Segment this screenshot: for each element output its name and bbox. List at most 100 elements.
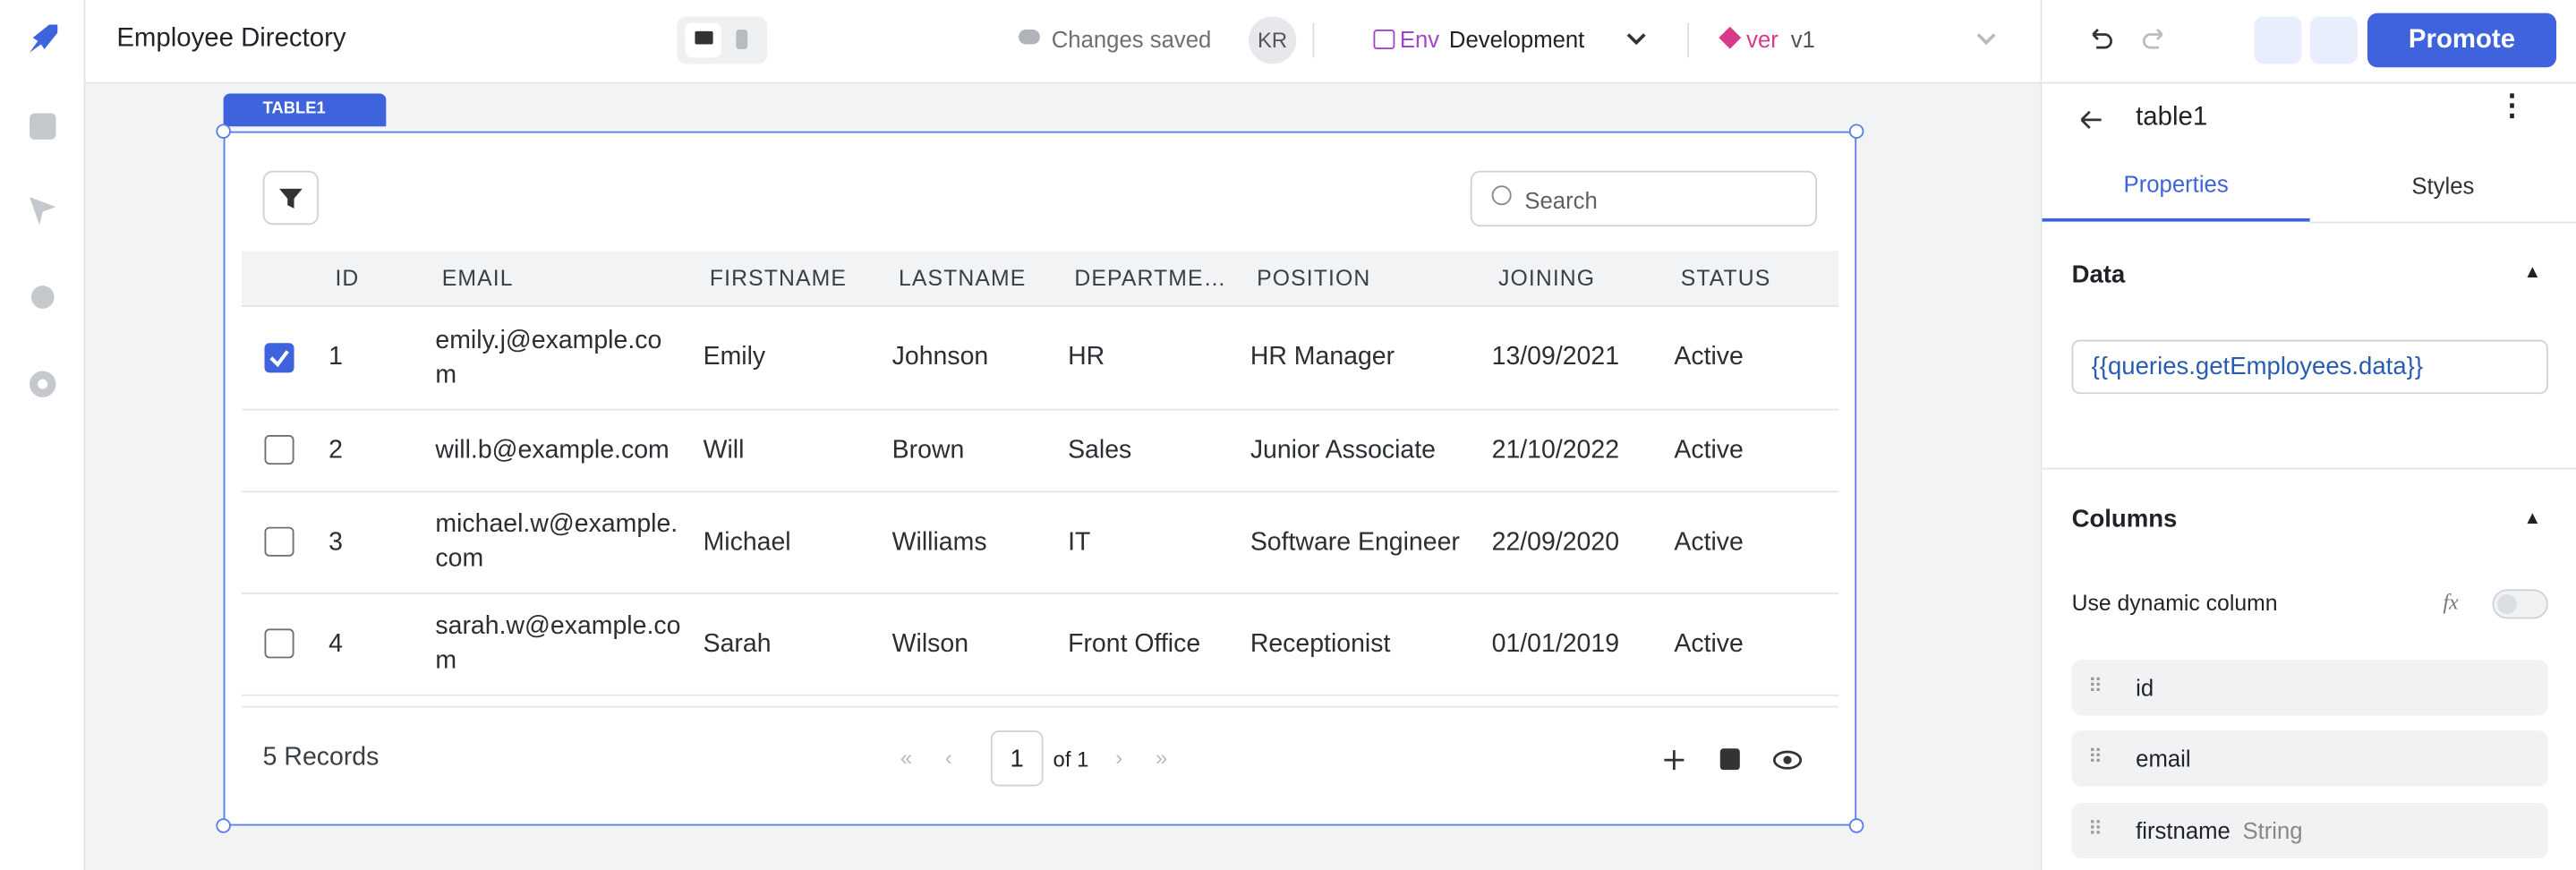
drag-handle: ⠿ [2087, 674, 2103, 698]
column-type: String [2242, 817, 2303, 844]
row-divider [241, 408, 1838, 411]
table-cell: Sales [1068, 409, 1233, 491]
undo-redo[interactable] [2086, 26, 2169, 52]
footer-divider [241, 705, 1838, 708]
page-input[interactable]: 1 [990, 730, 1044, 787]
table-cell: HR [1068, 305, 1233, 409]
check [269, 349, 289, 367]
table-cell: IT [1068, 490, 1233, 593]
ver-value[interactable]: v1 [1790, 26, 1815, 53]
column-name: firstname [2136, 817, 2231, 844]
records-count: 5 Records [262, 743, 380, 772]
table-cell: 4 [328, 593, 411, 695]
cell-text: Williams [891, 527, 987, 556]
back-button[interactable] [2078, 108, 2104, 132]
cell-text: Receptionist [1250, 629, 1391, 658]
section-title: Columns [2071, 505, 2178, 534]
table-cell: 13/09/2021 [1492, 305, 1657, 409]
collapse-icon[interactable]: ▲ [2523, 262, 2542, 283]
cell-text: Brown [891, 435, 965, 465]
row-divider [241, 694, 1838, 696]
cell-text: Michael [703, 527, 791, 556]
table-cell: Johnson [892, 305, 1057, 409]
share-button[interactable] [2254, 16, 2302, 64]
cell-text: 01/01/2019 [1491, 629, 1620, 658]
table-cell: emily.j@example.com [435, 305, 681, 409]
drag-handle: ⠿ [2087, 817, 2103, 841]
row-checkbox[interactable] [264, 342, 294, 372]
env-caret[interactable] [1625, 31, 1648, 47]
logo [30, 24, 58, 53]
cell-text: Active [1674, 629, 1744, 658]
table-cell: Active [1674, 593, 1821, 695]
cell-text: Active [1674, 527, 1744, 556]
table-cell: Michael [704, 490, 876, 593]
table-cell: HR Manager [1250, 305, 1480, 409]
widget-label[interactable]: TABLE1 [223, 93, 387, 127]
more-menu[interactable]: ⋮ [2496, 89, 2527, 122]
device-toggle[interactable] [677, 16, 768, 64]
table-cell: sarah.w@example.com [435, 593, 681, 695]
app-name: Employee Directory [116, 24, 346, 53]
cell-text: 1 [328, 343, 343, 371]
env-icon [1373, 30, 1395, 50]
cell-text: 4 [328, 629, 343, 658]
left-rail [0, 0, 86, 870]
column-item[interactable]: ⠿ firstname String [2071, 802, 2548, 859]
rail-icons[interactable] [28, 112, 57, 423]
resize-handles[interactable] [215, 124, 1866, 836]
column-name: email [2136, 745, 2191, 772]
table-cell: will.b@example.com [435, 409, 681, 491]
cell-text: Sales [1068, 435, 1132, 465]
table-cell: Active [1674, 409, 1821, 491]
ver-caret[interactable] [1975, 31, 1998, 47]
preview-button[interactable] [2309, 16, 2358, 64]
search-box[interactable]: Search [1470, 170, 1818, 227]
table-cell: 01/01/2019 [1492, 593, 1657, 695]
table-cell: Wilson [892, 593, 1057, 695]
cell-text: HR [1068, 343, 1105, 371]
row-checkbox[interactable] [264, 435, 294, 465]
divider [2042, 467, 2576, 470]
row-divider [241, 593, 1838, 594]
top-bar-right [2040, 0, 2576, 84]
panel-title: table1 [2136, 103, 2208, 132]
cell-text: IT [1068, 527, 1091, 556]
cloud-icon [1019, 30, 1040, 45]
divider [1687, 22, 1689, 58]
row-checkbox[interactable] [264, 526, 294, 557]
column-item[interactable]: ⠿ email [2071, 730, 2548, 787]
data-input[interactable]: {{queries.getEmployees.data}} [2071, 339, 2548, 395]
cell-text: Active [1674, 435, 1744, 465]
table-cell: michael.w@example.com [435, 490, 681, 593]
table-widget[interactable] [223, 131, 1857, 826]
promote-button[interactable]: Promote [2367, 13, 2557, 68]
fx-button[interactable]: fx [2443, 589, 2459, 614]
toggle[interactable] [2492, 589, 2548, 619]
filter-button[interactable] [262, 170, 320, 226]
tab[interactable]: Properties [2042, 151, 2310, 222]
table-cell: 2 [328, 409, 411, 491]
column-item[interactable]: ⠿ id [2071, 660, 2548, 716]
tab[interactable]: Styles [2309, 151, 2576, 224]
section-title: Data [2071, 260, 2126, 289]
cell-text: Active [1674, 343, 1744, 371]
cell-text: Emily [703, 343, 766, 371]
column-header: LASTNAME [899, 266, 1027, 291]
cell-text: HR Manager [1250, 343, 1395, 371]
column-name: id [2136, 674, 2154, 702]
column-header: POSITION [1257, 266, 1371, 291]
avatar[interactable]: KR [1248, 16, 1297, 64]
collapse-icon[interactable]: ▲ [2523, 508, 2542, 529]
page-prev[interactable]: «‹ [900, 745, 985, 771]
env-value[interactable]: Development [1448, 26, 1585, 53]
row-divider [241, 490, 1838, 493]
table-actions[interactable] [1659, 746, 1807, 775]
row-checkbox[interactable] [264, 628, 294, 659]
cell-text: Wilson [891, 629, 969, 658]
cell-text: sarah.w@example.com [435, 612, 681, 675]
column-header: FIRSTNAME [709, 266, 848, 291]
table-cell: Brown [892, 409, 1057, 491]
page-next[interactable]: ›» [1115, 745, 1200, 771]
